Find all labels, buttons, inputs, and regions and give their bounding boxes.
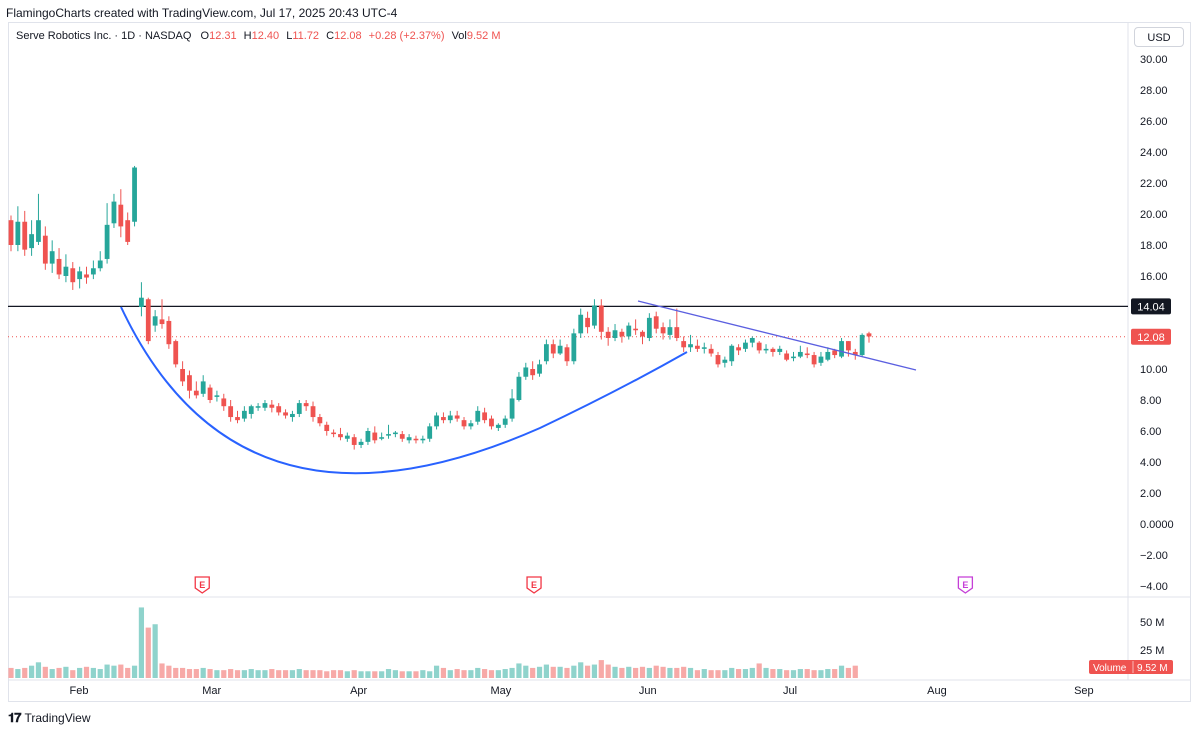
chart-panel[interactable] [8,22,1191,702]
close-label: C [326,30,335,42]
open-value: 12.31 [209,30,237,42]
chart-caption: FlamingoCharts created with TradingView.… [6,6,398,20]
volume-value: 9.52 M [466,30,501,42]
high-label: H [243,30,252,42]
close-value: 12.08 [334,30,362,42]
symbol-info[interactable]: Serve Robotics Inc. · 1D · NASDAQ [16,30,192,42]
volume-label: Vol [451,30,467,42]
open-label: O [200,30,210,42]
low-value: 11.72 [292,30,320,42]
low-label: L [286,30,293,42]
currency-button[interactable]: USD [1134,27,1184,47]
footer-brand: TradingView [24,711,91,725]
symbol-legend: Serve Robotics Inc. · 1D · NASDAQ O12.31… [16,30,501,42]
tradingview-footer[interactable]: 𝟏𝟕 TradingView [8,710,91,726]
change-value: +0.28 (+2.37%) [368,30,445,42]
high-value: 12.40 [251,30,280,42]
tradingview-logo-icon: 𝟏𝟕 [8,710,22,725]
